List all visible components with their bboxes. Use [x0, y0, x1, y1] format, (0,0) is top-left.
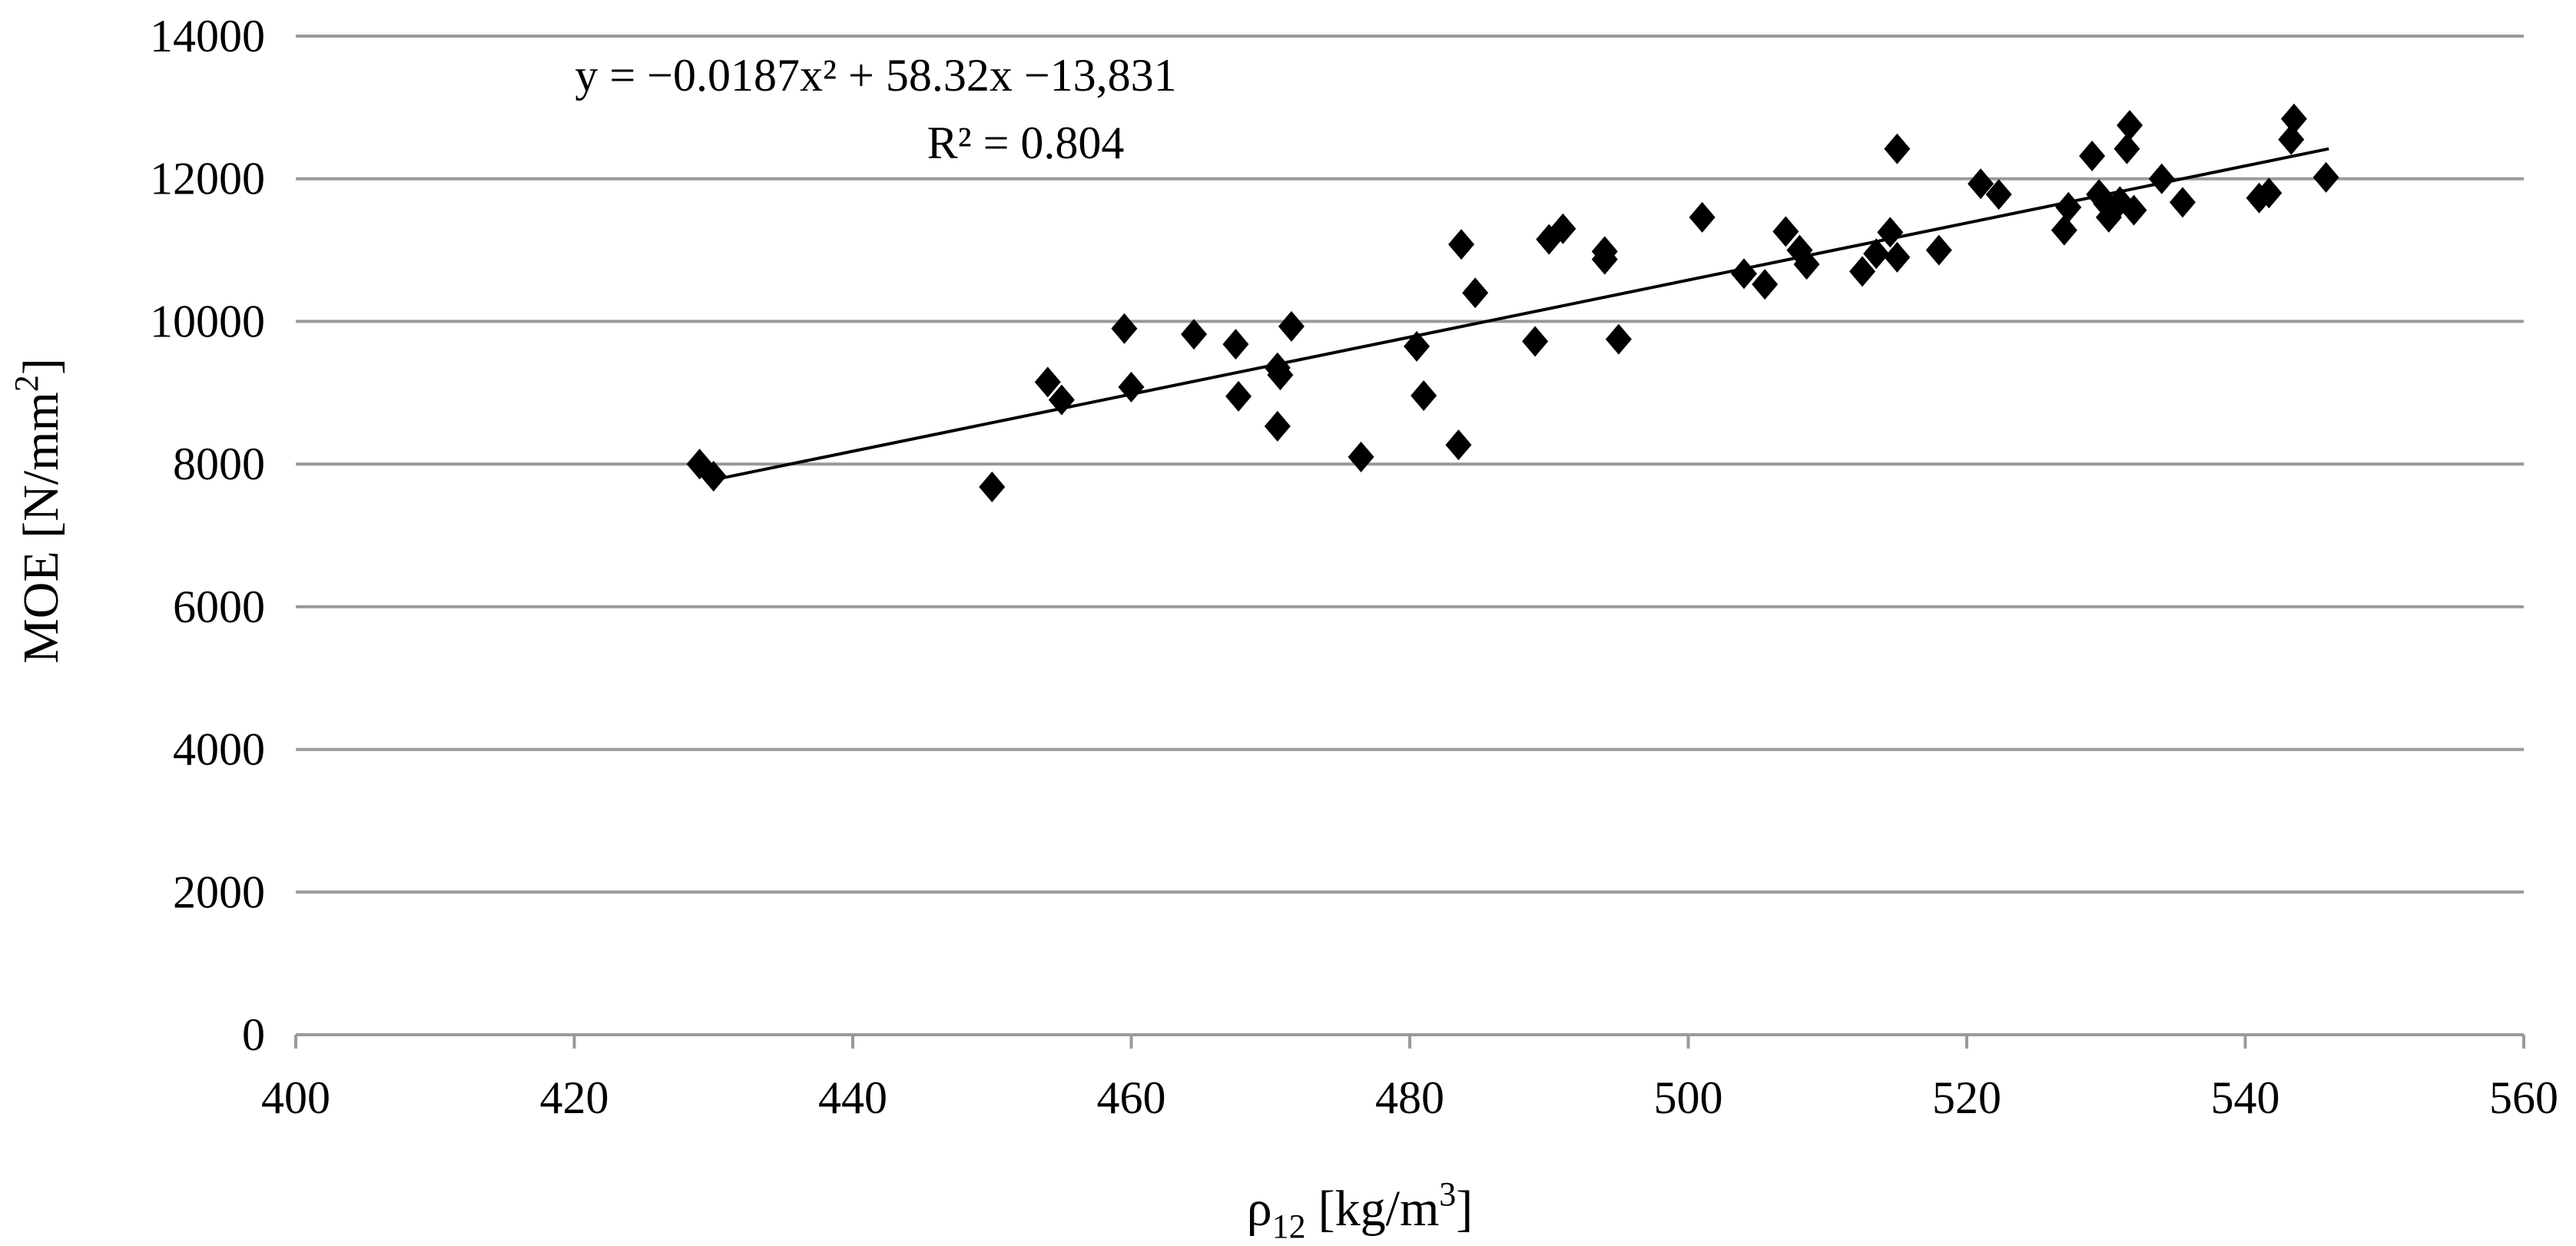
- data-point: [1793, 249, 1820, 280]
- data-point: [2280, 103, 2307, 134]
- data-point: [1863, 238, 1890, 270]
- x-tick-label: 520: [1932, 1072, 2001, 1123]
- y-axis-title-close: ]: [13, 358, 69, 375]
- data-point: [1264, 410, 1291, 442]
- y-tick-label: 8000: [173, 439, 265, 489]
- y-tick-label: 10000: [150, 296, 265, 346]
- y-tick-label: 6000: [173, 582, 265, 632]
- data-point: [1225, 380, 1252, 412]
- x-tick-label: 460: [1097, 1072, 1166, 1123]
- x-axis-title-unit: [kg/m: [1318, 1181, 1440, 1237]
- y-axis-ticks: 0 2000 4000 6000 8000 10000 12000 14000: [150, 11, 265, 1060]
- trendline-group: [713, 147, 2329, 482]
- data-point: [1522, 326, 1549, 357]
- y-tick-label: 0: [242, 1009, 265, 1060]
- x-axis-title-unit-close: ]: [1456, 1181, 1473, 1237]
- data-point: [1448, 229, 1475, 260]
- data-point: [2278, 124, 2305, 155]
- y-tick-label: 4000: [173, 724, 265, 775]
- data-point: [1267, 360, 1294, 391]
- data-point: [1752, 269, 1779, 300]
- data-point: [1550, 213, 1576, 244]
- x-tick-label: 420: [540, 1072, 609, 1123]
- y-tick-label: 12000: [150, 154, 265, 204]
- data-point: [1278, 310, 1305, 342]
- data-point: [700, 460, 727, 492]
- y-axis-title-superscript: 2: [8, 375, 45, 392]
- data-point: [2114, 133, 2140, 164]
- x-axis-title-superscript: 3: [1439, 1175, 1456, 1213]
- data-point: [1348, 441, 1374, 472]
- data-point: [2120, 194, 2147, 226]
- data-point: [1591, 244, 1618, 275]
- x-axis-ticks: 400 420 440 460 480 500 520 540 560: [261, 1035, 2558, 1123]
- data-point: [2169, 187, 2196, 218]
- r-squared-label: R² = 0.804: [927, 118, 1125, 168]
- data-point: [979, 471, 1006, 502]
- data-point: [1877, 217, 1904, 248]
- data-point: [1731, 258, 1757, 290]
- trendline-equation: y = −0.0187x² + 58.32x −13,831: [575, 50, 1176, 101]
- data-point: [1404, 330, 1431, 362]
- y-tick-label: 14000: [150, 11, 265, 61]
- data-point: [1884, 241, 1911, 273]
- data-point: [1925, 234, 1952, 266]
- data-point: [1048, 384, 1075, 416]
- data-point: [1445, 429, 1472, 461]
- data-point: [1411, 380, 1437, 411]
- data-point: [1968, 168, 1994, 200]
- data-point: [2117, 110, 2143, 141]
- data-point: [2256, 177, 2283, 209]
- data-point: [2051, 214, 2077, 246]
- data-point: [1689, 201, 1716, 233]
- data-point: [1034, 366, 1061, 398]
- data-points: [686, 103, 2339, 502]
- gridlines: [296, 35, 2524, 1036]
- data-point: [1181, 319, 1208, 350]
- x-axis-title: ρ12 [kg/m3]: [1247, 1175, 1474, 1245]
- data-point: [1985, 179, 2012, 210]
- data-point: [1118, 371, 1145, 403]
- data-point: [1111, 313, 1138, 344]
- data-point: [1605, 323, 1632, 355]
- x-tick-label: 500: [1654, 1072, 1723, 1123]
- data-point: [2148, 163, 2175, 194]
- data-point: [2312, 161, 2339, 193]
- data-point: [2055, 191, 2082, 223]
- x-tick-label: 400: [261, 1072, 330, 1123]
- x-tick-label: 540: [2211, 1072, 2280, 1123]
- y-axis-title: MOE [N/mm2]: [8, 358, 69, 664]
- x-axis-title-symbol: ρ: [1247, 1181, 1272, 1237]
- x-tick-label: 560: [2489, 1072, 2558, 1123]
- data-point: [1222, 329, 1249, 360]
- trendline: [713, 147, 2329, 482]
- x-tick-label: 480: [1375, 1072, 1444, 1123]
- data-point: [1462, 277, 1489, 309]
- data-point: [2079, 141, 2106, 171]
- x-axis-title-subscript: 12: [1272, 1208, 1306, 1245]
- y-axis-title-text: MOE [N/mm: [13, 392, 69, 664]
- data-point: [1772, 216, 1799, 247]
- data-point: [1884, 133, 1911, 164]
- data-point: [1849, 256, 1876, 287]
- y-tick-label: 2000: [173, 867, 265, 917]
- x-tick-label: 440: [818, 1072, 887, 1123]
